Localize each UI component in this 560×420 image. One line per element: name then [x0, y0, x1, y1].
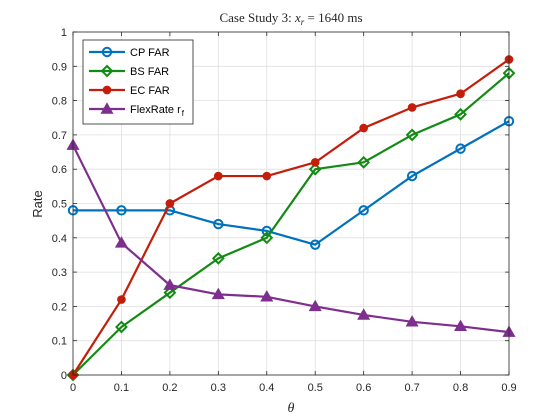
y-tick-label: 0.1 — [52, 336, 67, 348]
x-axis-label: θ — [288, 401, 295, 416]
x-tick-label: 0.6 — [356, 382, 371, 394]
legend-item: EC FAR — [89, 85, 170, 97]
data-point — [163, 286, 177, 300]
y-tick-label: 0 — [61, 370, 67, 382]
data-point — [213, 171, 223, 181]
data-point — [211, 287, 225, 300]
series-line — [72, 58, 510, 376]
data-point — [116, 205, 127, 216]
data-point — [262, 171, 272, 181]
data-point — [454, 107, 467, 121]
series-line — [73, 120, 510, 246]
legend-marker — [102, 85, 112, 95]
legend-item: CP FAR — [89, 46, 170, 59]
chart-title: Case Study 3: xr = 1640 ms — [219, 10, 362, 27]
x-tick-label: 0.4 — [259, 382, 274, 394]
x-tick-label: 0.2 — [162, 382, 177, 394]
legend-label-sub: f — [182, 109, 185, 118]
legend-item: FlexRate rf — [89, 102, 185, 118]
data-point — [406, 170, 418, 182]
legend: CP FAR BS FAR EC FAR FlexRate rf — [82, 39, 194, 125]
data-point — [114, 236, 128, 248]
legend-marker — [100, 64, 114, 78]
data-point — [454, 319, 468, 332]
title-suffix: = 1640 ms — [304, 10, 362, 25]
x-tick-label: 0.3 — [211, 382, 226, 394]
data-point — [359, 123, 369, 133]
title-var: x — [294, 10, 301, 25]
y-tick-label: 0.8 — [52, 96, 67, 108]
data-point — [308, 162, 322, 176]
x-tick-label: 0.8 — [453, 382, 468, 394]
data-point — [358, 205, 369, 216]
data-point — [357, 308, 371, 320]
data-point — [117, 295, 126, 304]
title-sub: r — [301, 17, 305, 27]
legend-item: BS FAR — [89, 64, 169, 78]
data-point — [260, 231, 274, 245]
legend-marker — [101, 46, 113, 58]
y-tick-label: 0.5 — [52, 199, 67, 211]
legend-label-text: FlexRate r — [130, 104, 181, 116]
y-tick-label: 1 — [61, 27, 67, 39]
legend-marker — [100, 102, 114, 114]
data-point — [405, 128, 419, 142]
x-tick-label: 0.7 — [404, 382, 419, 394]
legend-label: EC FAR — [130, 85, 170, 97]
data-point — [357, 155, 371, 169]
legend-label: BS FAR — [130, 66, 169, 78]
data-point — [405, 315, 419, 327]
y-tick-label: 0.2 — [52, 301, 67, 313]
y-tick-label: 0.7 — [52, 130, 67, 142]
legend-label-text: BS FAR — [130, 66, 169, 78]
series-line — [72, 144, 510, 334]
series-flexrate-r — [66, 138, 516, 337]
ticks: 0 0.1 0.2 0.3 0.4 0.5 0.6 0.7 0.8 0.9 0 0.1 0.2 0.3 0.… — [52, 27, 517, 394]
y-tick-label: 0.6 — [52, 164, 67, 176]
legend-label-text: CP FAR — [130, 47, 170, 59]
data-point — [165, 199, 175, 208]
x-tick-label: 0 — [70, 382, 76, 394]
data-point — [213, 218, 224, 230]
data-point — [308, 299, 322, 312]
title-prefix: Case Study 3: — [219, 10, 294, 25]
x-tick-label: 0.1 — [114, 382, 129, 394]
data-point — [211, 251, 225, 265]
data-point — [310, 157, 320, 167]
y-tick-label: 0.3 — [52, 267, 67, 279]
legend-label: FlexRate rf — [130, 104, 185, 118]
data-point — [407, 103, 417, 112]
legend-label: CP FAR — [130, 47, 170, 59]
data-point — [456, 89, 465, 99]
y-axis-label: Rate — [30, 190, 45, 217]
data-point — [115, 320, 128, 334]
x-tick-label: 0.9 — [501, 382, 516, 394]
y-tick-label: 0.9 — [52, 61, 67, 73]
x-tick-label: 0.5 — [308, 382, 323, 394]
series-layer — [66, 55, 516, 382]
y-tick-label: 0.4 — [52, 233, 67, 245]
data-point — [163, 278, 177, 290]
data-point — [260, 290, 274, 302]
series-bs-far — [66, 66, 516, 382]
data-point — [310, 239, 321, 250]
series-line — [72, 72, 510, 376]
data-point — [455, 143, 466, 154]
legend-label-text: EC FAR — [130, 85, 170, 97]
